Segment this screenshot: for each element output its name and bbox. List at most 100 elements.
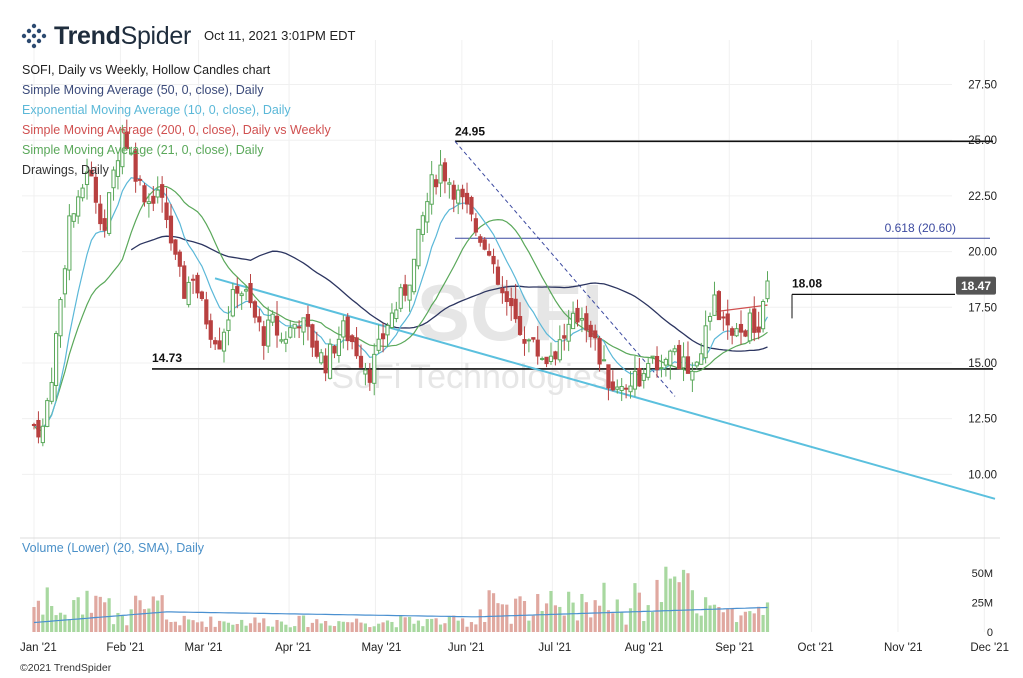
last-price-label: 18.47	[961, 279, 991, 293]
volume-bar	[765, 602, 770, 632]
candle-body	[53, 333, 59, 386]
candle-body	[442, 162, 448, 182]
volume-bar	[478, 609, 482, 632]
volume-bar	[558, 606, 562, 632]
brand-logo[interactable]: TrendSpider	[20, 18, 191, 54]
x-tick-label: Jan '21	[20, 642, 57, 654]
legend-item-ema10[interactable]: Exponential Moving Average (10, 0, close…	[22, 103, 291, 117]
volume-bar	[430, 618, 434, 632]
volume-bar	[169, 622, 173, 632]
candle-body	[129, 152, 134, 155]
candle-body	[632, 370, 638, 390]
candle-body	[433, 179, 439, 188]
volume-bar	[301, 615, 306, 632]
volume-bar	[310, 622, 314, 632]
volume-bar	[589, 617, 593, 632]
candle-body	[668, 350, 673, 366]
candle-body	[721, 316, 726, 319]
candle-body	[646, 363, 651, 378]
legend-item-sma200[interactable]: Simple Moving Average (200, 0, close), D…	[22, 123, 331, 137]
legend-item-sma21[interactable]: Simple Moving Average (21, 0, close), Da…	[22, 143, 264, 157]
volume-bar	[761, 614, 765, 632]
candle-body	[292, 323, 297, 329]
volume-bar	[421, 626, 425, 632]
volume-bar	[461, 618, 465, 632]
volume-bar	[244, 625, 248, 632]
candle-body	[301, 317, 306, 333]
volume-bar	[372, 626, 376, 632]
volume-bar	[487, 590, 491, 632]
legend-item-sma50[interactable]: Simple Moving Average (50, 0, close), Da…	[22, 83, 264, 97]
volume-bar	[465, 626, 469, 632]
candle-body	[297, 326, 302, 329]
candle-body	[67, 215, 72, 271]
volume-bar	[549, 590, 553, 632]
y-tick-label: 15.00	[968, 358, 997, 370]
candle-body	[221, 331, 227, 352]
candle-body	[725, 313, 730, 326]
volume-bar	[394, 627, 398, 632]
candle-body	[500, 287, 505, 294]
candle-body	[672, 348, 677, 353]
timestamp: Oct 11, 2021 3:01PM EDT	[204, 28, 356, 43]
volume-bar	[434, 618, 438, 632]
candle-body	[142, 185, 147, 203]
volume-bar	[120, 615, 124, 632]
volume-bar	[611, 613, 615, 632]
volume-bar	[275, 619, 279, 632]
candle-body	[601, 359, 607, 362]
candle-body	[540, 357, 545, 360]
volume-bar	[204, 626, 208, 632]
volume-bar	[531, 615, 535, 632]
volume-bars	[32, 566, 770, 632]
candle-body	[526, 339, 531, 342]
legend-item-drawings[interactable]: Drawings, Daily	[22, 163, 109, 177]
candle-body	[235, 286, 240, 294]
volume-bar	[213, 626, 217, 632]
volume-bar	[540, 610, 544, 632]
candle-body	[40, 425, 45, 444]
volume-bar	[385, 620, 390, 632]
x-tick-label: Oct '21	[798, 642, 834, 654]
volume-bar	[743, 611, 748, 632]
candle-body	[182, 265, 187, 299]
volume-bar	[72, 600, 76, 632]
candle-body	[420, 215, 425, 235]
candle-body	[345, 316, 350, 342]
volume-bar	[491, 593, 496, 632]
volume-bar	[668, 578, 672, 632]
candle-body	[84, 171, 90, 186]
candle-body	[164, 202, 169, 221]
candle-body	[217, 340, 222, 350]
grid	[22, 40, 985, 632]
candle-body	[80, 187, 85, 199]
volume-bar	[354, 618, 359, 632]
candle-body	[398, 287, 403, 309]
volume-bar	[368, 627, 372, 632]
candle-body	[447, 182, 452, 185]
candle-body	[358, 355, 364, 368]
volume-bar	[708, 605, 712, 632]
volume-bar	[350, 622, 354, 632]
x-tick-label: Jun '21	[448, 642, 485, 654]
volume-bar	[182, 615, 186, 632]
candle-body	[593, 330, 598, 339]
fib-retracement-line	[454, 141, 676, 397]
candle-body	[350, 335, 355, 343]
volume-bar	[111, 624, 116, 632]
candle-body	[650, 355, 655, 358]
candle-body	[403, 284, 408, 296]
last-price-badge	[956, 276, 996, 295]
volume-bar	[222, 621, 226, 632]
volume-bar	[85, 590, 89, 632]
x-tick-label: Aug '21	[625, 642, 664, 654]
candle-body	[257, 316, 262, 323]
chart-legend: SOFI, Daily vs Weekly, Hollow Candles ch…	[22, 60, 331, 180]
volume-bar	[677, 582, 681, 632]
volume-bar	[377, 623, 381, 632]
candle-body	[588, 324, 593, 338]
y-tick-label: 27.50	[968, 80, 997, 92]
candle-body	[62, 268, 68, 295]
volume-bar	[469, 622, 474, 632]
volume-bar	[266, 626, 270, 632]
